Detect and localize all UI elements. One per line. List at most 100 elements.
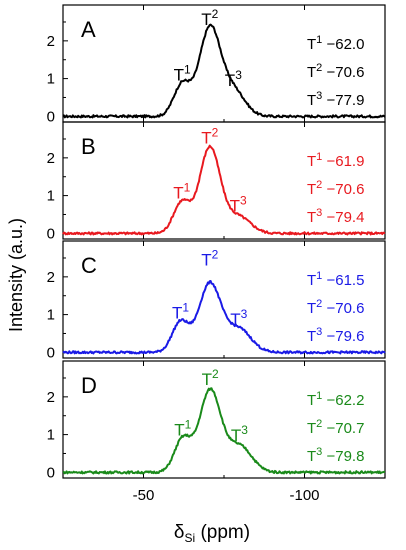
shift-annotation-value: −70.6 <box>322 64 364 81</box>
peak-label: T3 <box>231 423 248 445</box>
shift-annotation-sup: 1 <box>316 34 322 46</box>
shift-annotation: T2 −70.6 <box>307 298 364 317</box>
panel-label: A <box>81 17 96 42</box>
peak-label-sup: 3 <box>240 193 247 207</box>
peak-label-base: T <box>201 251 211 270</box>
shift-annotation-base: T <box>307 36 316 53</box>
peak-label-sup: 2 <box>212 126 219 140</box>
shift-annotation: T3 −79.8 <box>307 446 364 465</box>
spectrum-line <box>62 280 386 355</box>
shift-annotation-base: T <box>307 300 316 317</box>
spectrum-line <box>62 144 386 236</box>
y-tick-label: 1 <box>47 427 55 444</box>
shift-annotation: T1 −62.0 <box>307 34 364 53</box>
peak-label-base: T <box>174 65 184 84</box>
y-tick-label: 0 <box>47 108 55 125</box>
peak-label: T1 <box>173 181 190 203</box>
y-tick-label: 1 <box>47 307 55 324</box>
shift-annotation-sup: 2 <box>316 418 322 430</box>
peak-label-sup: 1 <box>182 300 189 314</box>
spectrum-line <box>62 23 386 119</box>
peak-label-base: T <box>231 426 241 445</box>
peak-label-sup: 2 <box>212 7 219 21</box>
peak-label-base: T <box>230 310 240 329</box>
shift-annotation-sup: 3 <box>316 446 322 458</box>
peak-label-base: T <box>202 370 212 389</box>
y-tick-label: 1 <box>47 188 55 205</box>
peak-label-base: T <box>201 10 211 29</box>
shift-annotation: T2 −70.6 <box>307 179 364 198</box>
shift-annotation-value: −79.8 <box>322 448 364 465</box>
x-tick-label: -50 <box>133 487 155 504</box>
shift-annotation-sup: 2 <box>316 179 322 191</box>
peak-label: T2 <box>201 248 218 270</box>
shift-annotation: T1 −61.5 <box>307 270 364 289</box>
x-axis-label-unit: (ppm) <box>195 522 250 543</box>
shift-annotation-value: −79.6 <box>322 328 364 345</box>
y-tick-label: 0 <box>47 344 55 361</box>
shift-annotation-sup: 1 <box>316 390 322 402</box>
peak-label-sup: 3 <box>235 68 242 82</box>
shift-annotation-base: T <box>307 392 316 409</box>
peak-label-base: T <box>173 184 183 203</box>
peak-label-sup: 3 <box>241 423 248 437</box>
panel-label: B <box>81 134 96 159</box>
shift-annotation-value: −61.9 <box>322 153 364 170</box>
shift-annotation-value: −62.2 <box>322 392 364 409</box>
peak-label-sup: 2 <box>212 248 219 262</box>
x-axis-label: δSi (ppm) <box>174 522 250 545</box>
peak-label-base: T <box>201 129 211 148</box>
shift-annotation-base: T <box>307 209 316 226</box>
peak-label: T1 <box>174 62 191 84</box>
shift-annotation: T3 −77.9 <box>307 90 364 109</box>
shift-annotation-value: −70.6 <box>322 300 364 317</box>
x-axis: -50 -100 <box>133 487 320 504</box>
shift-annotation-value: −62.0 <box>322 36 364 53</box>
shift-annotation: T3 −79.6 <box>307 326 364 345</box>
peak-label-sup: 3 <box>241 307 248 321</box>
shift-annotation-sup: 2 <box>316 62 322 74</box>
peak-label-base: T <box>174 420 184 439</box>
shift-annotation: T2 −70.7 <box>307 418 364 437</box>
spectrum-line <box>62 387 386 475</box>
shift-annotation-base: T <box>307 153 316 170</box>
peak-label-base: T <box>230 196 240 215</box>
shift-annotation-base: T <box>307 92 316 109</box>
panel-label: C <box>81 253 97 278</box>
y-tick-label: 0 <box>47 464 55 481</box>
x-axis-label-subscript: Si <box>185 531 196 545</box>
shift-annotation: T2 −70.6 <box>307 62 364 81</box>
peak-label: T2 <box>201 7 218 29</box>
shift-annotation-value: −77.9 <box>322 92 364 109</box>
peak-label: T2 <box>201 126 218 148</box>
peak-label-base: T <box>225 71 235 90</box>
shift-annotation: T1 −61.9 <box>307 151 364 170</box>
shift-annotation-sup: 1 <box>316 151 322 163</box>
shift-annotation-base: T <box>307 272 316 289</box>
peak-label: T1 <box>174 417 191 439</box>
y-tick-label: 2 <box>47 150 55 167</box>
shift-annotation-base: T <box>307 64 316 81</box>
shift-annotation-value: −79.4 <box>322 209 364 226</box>
peak-label-base: T <box>172 303 182 322</box>
shift-annotation: T3 −79.4 <box>307 207 364 226</box>
shift-annotation-sup: 3 <box>316 90 322 102</box>
shift-annotation-sup: 2 <box>316 298 322 310</box>
y-tick-label: 2 <box>47 389 55 406</box>
peak-label-sup: 1 <box>185 417 192 431</box>
shift-annotation: T1 −62.2 <box>307 390 364 409</box>
peak-label: T3 <box>230 193 247 215</box>
y-tick-label: 1 <box>47 71 55 88</box>
y-axis-label: Intensity (a.u.) <box>6 218 26 332</box>
peak-label-sup: 2 <box>212 367 219 381</box>
shift-annotation-base: T <box>307 328 316 345</box>
shift-annotation-base: T <box>307 420 316 437</box>
shift-annotation-value: −61.5 <box>322 272 364 289</box>
shift-annotation-sup: 3 <box>316 326 322 338</box>
y-tick-label: 2 <box>47 33 55 50</box>
